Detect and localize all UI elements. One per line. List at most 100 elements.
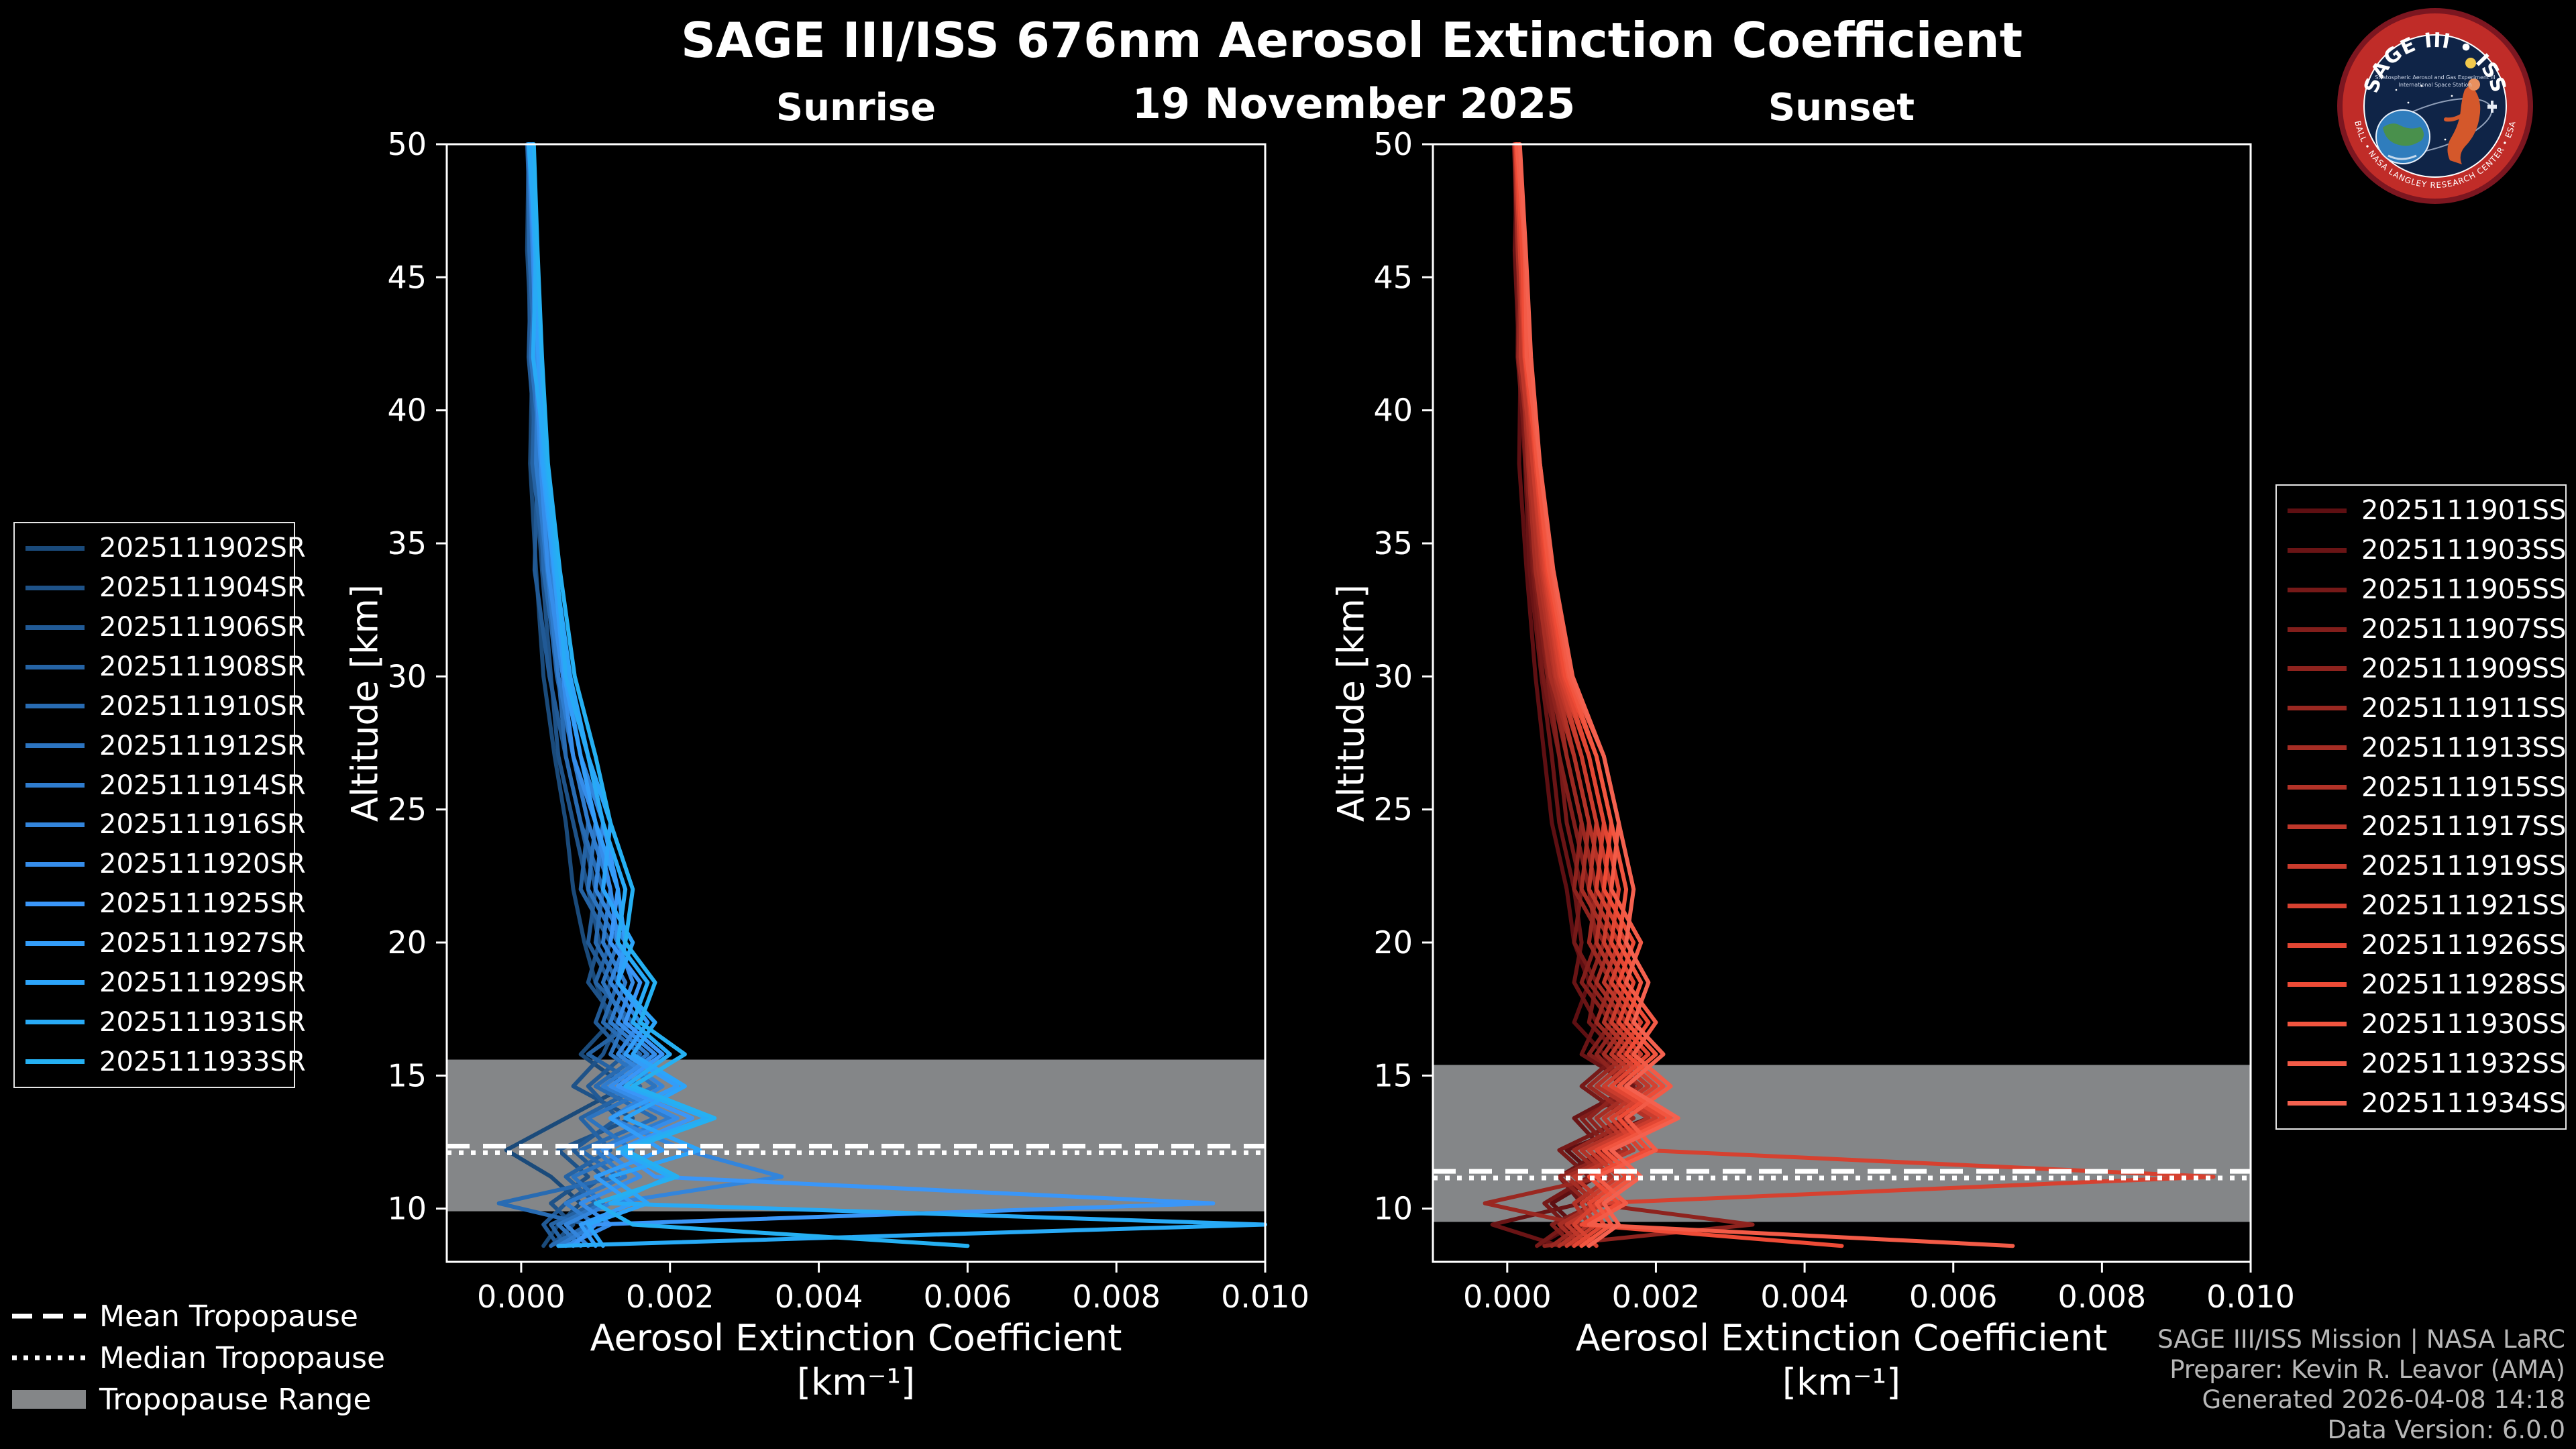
sunrise-x-axis-label-line1: Aerosol Extinction Coefficient — [590, 1317, 1122, 1359]
x-tick-label: 0.004 — [775, 1279, 863, 1315]
legend-item: 2025111908SR — [25, 647, 306, 687]
legend-item: 2025111932SS — [2288, 1044, 2566, 1083]
legend-label: 2025111904SR — [99, 572, 306, 604]
legend-label: 2025111934SS — [2361, 1087, 2567, 1119]
sunrise-x-axis-label: Aerosol Extinction Coefficient [km⁻¹] — [590, 1316, 1122, 1405]
x-tick-label: 0.010 — [2206, 1279, 2295, 1315]
tropopause-legend-label: Median Tropopause — [99, 1340, 386, 1375]
legend-swatch — [25, 704, 85, 709]
legend-item: 2025111929SR — [25, 963, 306, 1002]
y-tick-label: 35 — [387, 525, 427, 561]
x-tick-label: 0.008 — [2058, 1279, 2147, 1315]
legend-label: 2025111932SS — [2361, 1048, 2567, 1079]
profile-line — [528, 142, 643, 1248]
legend-item: 2025111901SS — [2288, 491, 2566, 531]
y-tick-label: 50 — [1373, 126, 1413, 162]
legend-item: 2025111931SR — [25, 1002, 306, 1042]
legend-label: 2025111930SS — [2361, 1008, 2567, 1040]
y-tick-label: 25 — [387, 792, 427, 828]
y-tick-label: 50 — [387, 126, 427, 162]
logo-figure — [2444, 78, 2481, 164]
legend-swatch — [25, 861, 85, 867]
sunset-y-axis-label: Altitude [km] — [1330, 584, 1373, 822]
tropopause-legend-item: Tropopause Range — [12, 1382, 385, 1417]
y-tick-label: 30 — [387, 658, 427, 694]
sunrise-y-axis-label: Altitude [km] — [343, 584, 386, 822]
profile-line — [531, 142, 970, 1248]
sunrise-legend: 2025111902SR 2025111904SR 2025111906SR 2025… — [13, 522, 306, 1088]
legend-item: 2025111927SR — [25, 924, 306, 963]
logo-satellite-icon — [2487, 101, 2497, 113]
legend-swatch — [25, 1020, 85, 1025]
profile-line — [1517, 142, 1658, 1248]
legend-item: 2025111930SS — [2288, 1004, 2566, 1044]
legend-item: 2025111910SR — [25, 686, 306, 726]
legend-swatch — [25, 664, 85, 669]
y-tick-label: 10 — [1373, 1191, 1413, 1227]
page-title: SAGE III/ISS 676nm Aerosol Extinction Co… — [680, 12, 2023, 68]
legend-swatch — [25, 901, 85, 906]
sunset-axes-frame — [1432, 143, 2252, 1263]
legend-label: 2025111908SR — [99, 651, 306, 682]
footer-credit-line: Data Version: 6.0.0 — [2327, 1415, 2565, 1444]
legend-item: 2025111921SS — [2288, 886, 2566, 926]
legend-label: 2025111926SS — [2361, 930, 2567, 961]
legend-label: 2025111931SR — [99, 1006, 306, 1038]
x-tick-label: 0.010 — [1221, 1279, 1309, 1315]
legend-swatch — [2288, 1101, 2347, 1106]
legend-label: 2025111929SR — [99, 967, 306, 998]
y-tick-label: 10 — [387, 1191, 427, 1227]
legend-swatch — [2288, 982, 2347, 987]
legend-label: 2025111901SS — [2361, 495, 2567, 527]
legend-label: 2025111917SS — [2361, 811, 2567, 843]
legend-label: 2025111920SR — [99, 849, 306, 880]
page-date: 19 November 2025 — [1132, 79, 1576, 128]
y-tick-label: 20 — [1373, 924, 1413, 961]
legend-item: 2025111907SS — [2288, 610, 2566, 649]
footer-credits: SAGE III/ISS Mission | NASA LaRC Preparer… — [2157, 1324, 2565, 1445]
legend-label: 2025111911SS — [2361, 692, 2567, 724]
sunrise-x-axis-label-line2: [km⁻¹] — [796, 1361, 916, 1403]
legend-label: 2025111928SS — [2361, 969, 2567, 1000]
y-tick-label: 40 — [1373, 392, 1413, 429]
footer-credit-line: SAGE III/ISS Mission | NASA LaRC — [2157, 1325, 2565, 1354]
footer-credit-line: Preparer: Kevin R. Leavor (AMA) — [2169, 1355, 2565, 1384]
sunset-x-axis-label: Aerosol Extinction Coefficient [km⁻¹] — [1576, 1316, 2108, 1405]
y-tick-label: 15 — [387, 1057, 427, 1093]
legend-swatch — [2288, 824, 2347, 829]
legend-swatch — [25, 545, 85, 551]
sunset-x-axis-label-line1: Aerosol Extinction Coefficient — [1575, 1317, 2108, 1359]
x-tick-label: 0.006 — [1909, 1279, 1998, 1315]
legend-item: 2025111914SR — [25, 765, 306, 805]
legend-label: 2025111903SS — [2361, 535, 2567, 566]
legend-item: 2025111913SS — [2288, 728, 2566, 767]
x-tick-label: 0.004 — [1760, 1279, 1849, 1315]
logo-earth-icon — [2375, 109, 2430, 164]
x-tick-label: 0.002 — [626, 1279, 714, 1315]
y-tick-label: 20 — [387, 924, 427, 961]
legend-item: 2025111933SR — [25, 1042, 306, 1081]
logo-subtitle-1: Stratospheric Aerosol and Gas Experiment… — [2375, 74, 2495, 80]
band-swatch-icon — [12, 1390, 86, 1409]
legend-label: 2025111909SS — [2361, 653, 2567, 684]
legend-item: 2025111906SR — [25, 608, 306, 647]
legend-label: 2025111905SS — [2361, 574, 2567, 606]
legend-swatch — [25, 783, 85, 788]
y-tick-label: 45 — [1373, 259, 1413, 295]
legend-label: 2025111913SS — [2361, 732, 2567, 763]
legend-item: 2025111905SS — [2288, 570, 2566, 610]
mission-logo: SAGE III • ISS Stratospheric Aerosol and… — [2337, 8, 2533, 204]
legend-swatch — [2288, 1022, 2347, 1027]
legend-swatch — [25, 743, 85, 749]
legend-swatch — [25, 941, 85, 946]
legend-label: 2025111919SS — [2361, 851, 2567, 882]
logo-sun-icon — [2465, 58, 2476, 68]
legend-label: 2025111907SS — [2361, 614, 2567, 645]
legend-swatch — [25, 625, 85, 630]
y-tick-label: 30 — [1373, 658, 1413, 694]
legend-swatch — [2288, 863, 2347, 869]
legend-swatch — [2288, 903, 2347, 908]
legend-item: 2025111925SR — [25, 884, 306, 924]
legend-label: 2025111912SR — [99, 730, 306, 761]
legend-swatch — [2288, 785, 2347, 790]
